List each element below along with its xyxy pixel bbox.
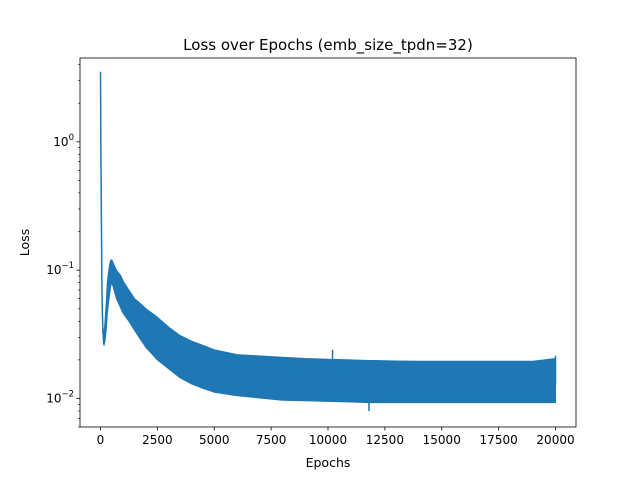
- series-line-0: [99, 71, 556, 386]
- x-tick-label: 2500: [142, 433, 173, 447]
- y-tick-label: 10−2: [46, 390, 74, 406]
- x-axis-label: Epochs: [306, 455, 351, 470]
- x-axis: 0 2500 5000 7500 10000 12500 15000 17500 20000: [97, 427, 575, 447]
- chart-title: Loss over Epochs (emb_size_tpdn=32): [183, 36, 473, 55]
- y-axis-label: Loss: [17, 229, 32, 256]
- x-tick-label: 10000: [309, 433, 347, 447]
- y-tick-label: 10−1: [46, 261, 74, 277]
- y-axis: 10−2 10−1 100: [46, 64, 80, 428]
- x-tick-label: 17500: [480, 433, 518, 447]
- x-tick-label: 0: [97, 433, 105, 447]
- x-tick-label: 5000: [199, 433, 230, 447]
- plot-area: [99, 71, 557, 411]
- x-tick-label: 20000: [536, 433, 574, 447]
- x-tick-label: 12500: [366, 433, 404, 447]
- x-tick-label: 7500: [256, 433, 287, 447]
- x-tick-label: 15000: [423, 433, 461, 447]
- y-tick-label: 100: [53, 133, 74, 149]
